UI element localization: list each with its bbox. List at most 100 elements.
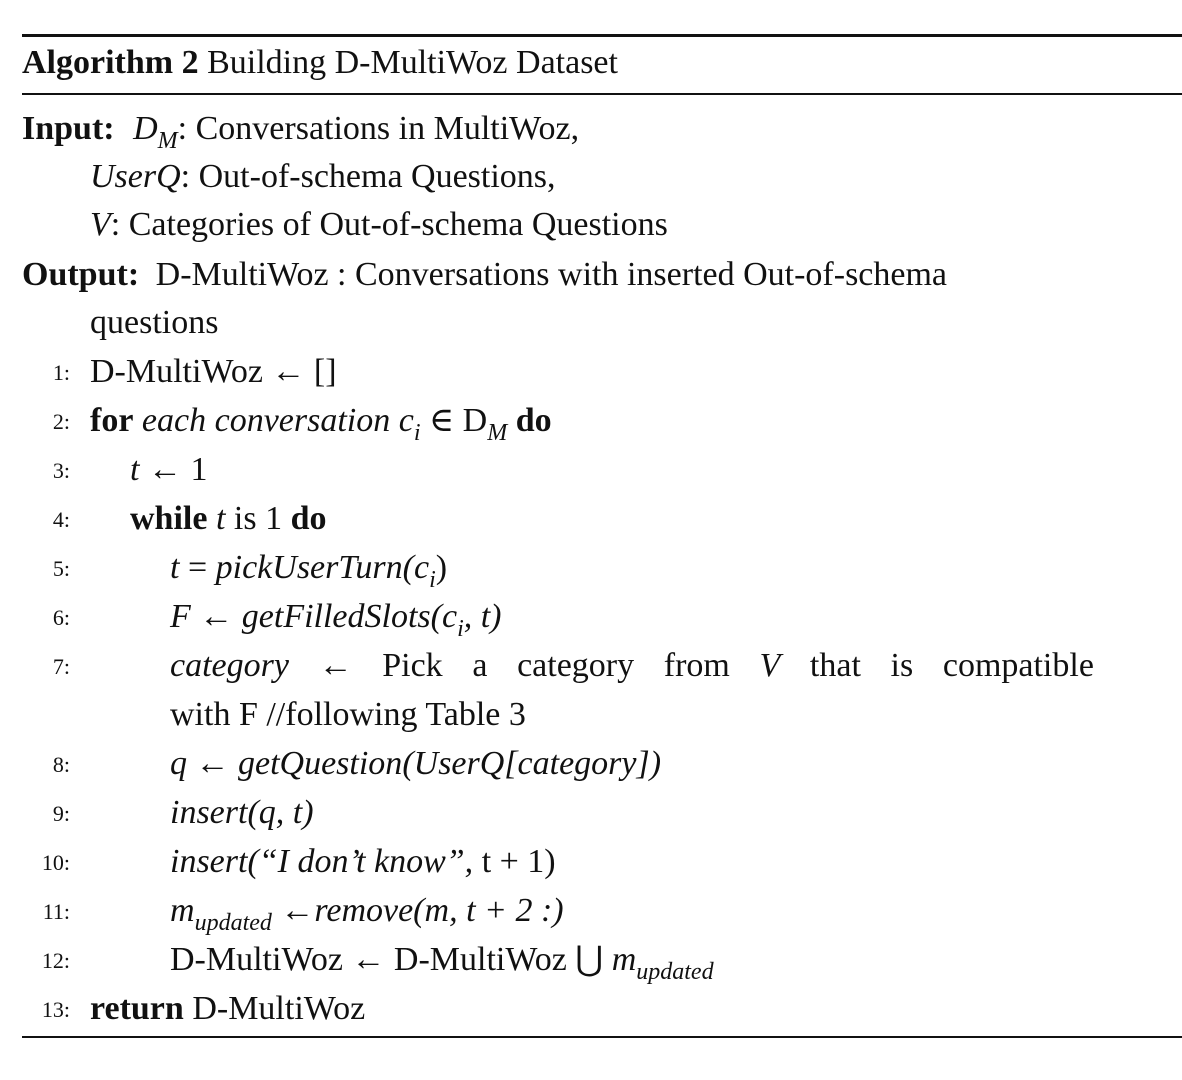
var-q: q [170, 745, 187, 782]
step-5-close: ) [435, 549, 448, 586]
step-13-text: D-MultiWoz [183, 990, 366, 1027]
step-number: 5: [52, 556, 70, 581]
step-7-continuation: with F //following Table 3 [170, 696, 526, 733]
input-line-3: V: Categories of Out-of-schema Questions [90, 205, 668, 245]
word: a [472, 647, 488, 684]
step-4: while t is 1 do [130, 499, 327, 539]
step-6: F ← getFilledSlots(ci, t) [170, 597, 502, 642]
step-5-sub: i [429, 567, 436, 593]
step-2: for each conversation ci ∈ DM do [90, 401, 552, 446]
output-line-2: questions [90, 303, 218, 343]
step-number: 11: [42, 899, 70, 924]
fn-getquestion: getQuestion [238, 745, 403, 782]
var-m: m [170, 892, 195, 929]
step-7-line-1: category ← Pick a category from V that i… [170, 646, 1094, 686]
sub-updated: updated [194, 910, 272, 936]
keyword-return: return [90, 990, 184, 1027]
step-9-arg: (q, t) [247, 794, 314, 831]
step-12: D-MultiWoz ← D-MultiWoz ⋃ mupdated [170, 940, 714, 985]
sub-updated: updated [636, 959, 714, 985]
top-rule [22, 34, 1182, 37]
input-desc-v: : Categories of Out-of-schema Questions [110, 206, 668, 243]
var-category: category [170, 647, 289, 684]
var-t: t [170, 549, 180, 586]
var-t: t [130, 451, 140, 488]
step-number: 4: [52, 507, 70, 532]
input-sym-dm-sub: M [157, 128, 178, 154]
var-m: m [611, 941, 637, 978]
caption-rule [22, 93, 1182, 95]
input-line-1: Input: DM: Conversations in MultiWoz, [22, 109, 580, 154]
fn-pickuserturn: pickUserTurn [215, 549, 403, 586]
input-keyword: Input: [22, 110, 115, 147]
keyword-do: do [515, 402, 552, 439]
input-sym-dm: D [133, 110, 158, 147]
input-line-2: UserQ: Out-of-schema Questions, [90, 157, 556, 197]
fn-insert: insert [170, 843, 248, 880]
step-9: insert(q, t) [170, 793, 314, 833]
input-sym-v: V [90, 206, 111, 243]
step-8-arg: (UserQ[category]) [402, 745, 662, 782]
step-number: 6: [52, 605, 70, 630]
step-6-arrow: ← [190, 598, 242, 635]
step-5-eq: = [179, 549, 216, 586]
step-6-close: , t) [463, 598, 502, 635]
step-2-italic: each conversation c [141, 402, 414, 439]
input-desc-userq: : Out-of-schema Questions, [180, 158, 556, 195]
step-2-sub: i [413, 420, 421, 446]
step-8: q ← getQuestion(UserQ[category]) [170, 744, 661, 784]
step-10: insert(“I don’t know”, t + 1) [170, 842, 556, 882]
step-8-arrow: ← [187, 745, 238, 782]
input-desc-dm: : Conversations in MultiWoz, [177, 110, 580, 147]
step-number: 3: [52, 458, 70, 483]
word: Pick [382, 647, 443, 684]
step-4-rest: is 1 [225, 500, 291, 537]
step-11-arrow: ← [271, 892, 315, 929]
input-sym-userq: UserQ [90, 158, 181, 195]
algorithm-title: Building D-MultiWoz Dataset [207, 44, 618, 81]
word: is [890, 647, 914, 684]
arrow: ← [318, 647, 353, 684]
step-number: 2: [52, 409, 70, 434]
step-5-arg: (c [402, 549, 430, 586]
step-number: 9: [52, 801, 70, 826]
keyword-for: for [90, 402, 134, 439]
var-v: V [759, 647, 781, 684]
output-desc-cont: questions [90, 304, 219, 341]
step-2-sub2: M [487, 420, 508, 446]
step-number: 13: [41, 997, 70, 1022]
step-number: 7: [52, 654, 70, 679]
step-13: return D-MultiWoz [90, 989, 365, 1029]
output-desc: D-MultiWoz : Conversations with inserted… [155, 256, 948, 293]
word: from [663, 647, 730, 684]
keyword-do: do [290, 500, 327, 537]
step-5: t = pickUserTurn(ci) [170, 548, 448, 593]
step-1-text: D-MultiWoz ← [] [90, 353, 337, 390]
fn-getfilledslots: getFilledSlots [241, 598, 431, 635]
word: that [809, 647, 861, 684]
step-6-arg: (c [430, 598, 458, 635]
step-11: mupdated ←remove(m, t + 2 :) [170, 891, 564, 936]
step-10-arg: (“I don’t know”, [247, 843, 482, 880]
var-t: t [215, 500, 226, 537]
word: compatible [942, 647, 1094, 684]
step-6-sub: i [457, 616, 464, 642]
fn-insert: insert [170, 794, 248, 831]
word: category [517, 647, 635, 684]
step-number: 10: [41, 850, 70, 875]
fn-remove: remove(m, t + 2 :) [314, 892, 564, 929]
step-number: 12: [41, 948, 70, 973]
step-3-rest: ← 1 [139, 451, 208, 488]
var-f: F [170, 598, 191, 635]
step-2-set: ∈ D [420, 402, 488, 439]
algorithm-caption: Algorithm 2 Building D-MultiWoz Dataset [22, 43, 618, 83]
algorithm-label: Algorithm 2 [22, 44, 199, 81]
step-3: t ← 1 [130, 450, 207, 490]
step-1: D-MultiWoz ← [] [90, 352, 337, 392]
output-keyword: Output: [22, 256, 140, 293]
step-7-line-2: with F //following Table 3 [170, 695, 526, 735]
step-number: 8: [52, 752, 70, 777]
step-12-text: D-MultiWoz ← D-MultiWoz ⋃ [170, 941, 612, 978]
step-10-close: t + 1) [481, 843, 556, 880]
